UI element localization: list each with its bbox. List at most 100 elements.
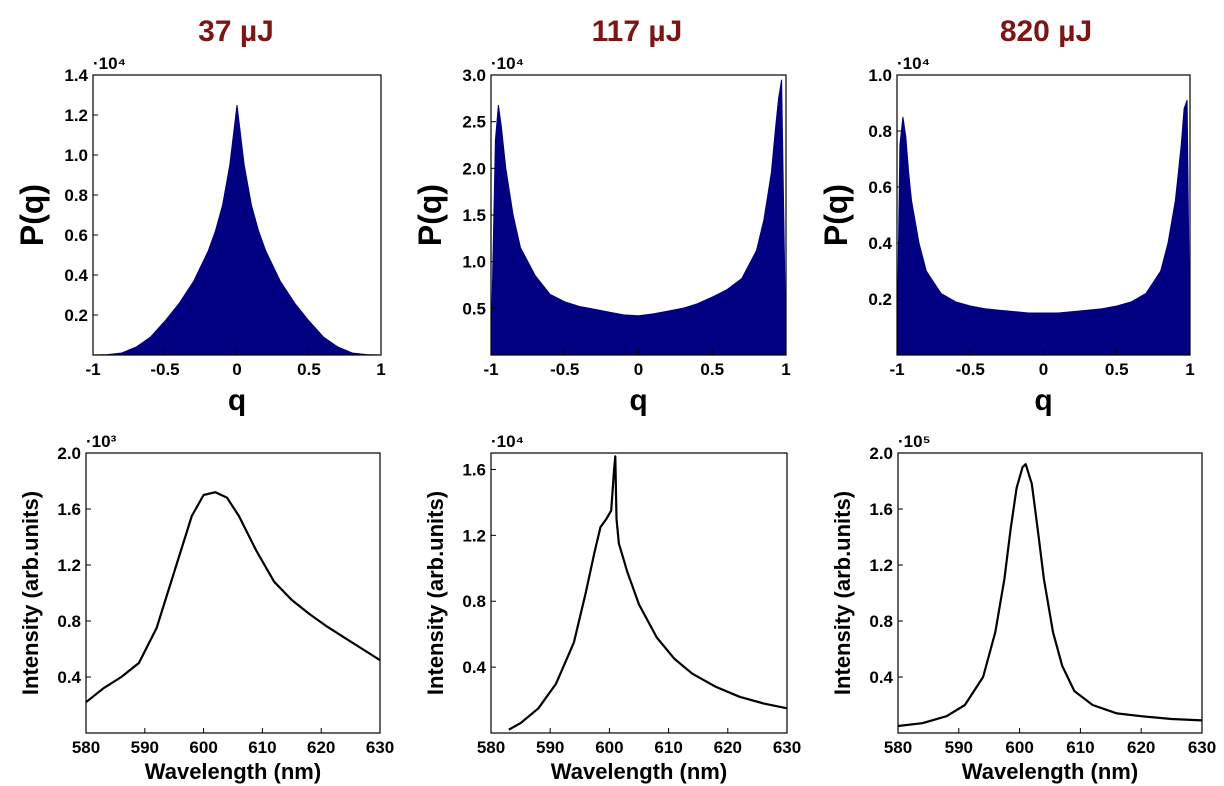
x-tick-label: 620 xyxy=(1127,738,1155,757)
y-tick-label: 1.0 xyxy=(64,146,88,165)
spectrum-line xyxy=(897,463,1203,728)
y-tick-label: 0.6 xyxy=(64,226,88,245)
x-tick-label: 610 xyxy=(248,738,276,757)
chart-panel: 580 590 600 610 620 630 0.4 0.8 1.2 1.6 ·10⁴ Wavele… xyxy=(423,432,801,784)
y-tick-label: 1.2 xyxy=(462,526,486,545)
column-title: 117 µJ xyxy=(592,15,683,48)
spectrum-line xyxy=(85,491,381,704)
x-tick-label: 580 xyxy=(477,738,505,757)
x-tick-label: 620 xyxy=(714,738,742,757)
y-tick-label: 1.6 xyxy=(869,500,893,519)
axis-multiplier: ·10³ xyxy=(86,432,117,451)
y-tick-label: 0.8 xyxy=(869,612,893,631)
x-tick-label: 590 xyxy=(131,738,159,757)
x-tick-label: 0.5 xyxy=(700,360,724,379)
y-tick-label: 1.5 xyxy=(462,206,486,225)
axis-multiplier: ·10⁴ xyxy=(93,54,126,73)
x-tick-label: 0 xyxy=(634,360,643,379)
y-tick-label: 1.2 xyxy=(64,106,88,125)
y-tick-label: 0.4 xyxy=(869,668,893,687)
x-axis-label: Wavelength (nm) xyxy=(962,759,1138,784)
axes-frame xyxy=(897,452,1203,734)
chart-panel: -1 -0.5 0 0.5 1 0.2 0.4 0.6 0.8 1.0 1.2 1.4 ·10⁴ q P(q… xyxy=(14,54,386,417)
x-tick-label: 0 xyxy=(232,360,241,379)
x-tick-label: 600 xyxy=(595,738,623,757)
column-title: 820 µJ xyxy=(1000,15,1092,48)
y-tick-label: 1.6 xyxy=(57,500,81,519)
chart-panel: -1 -0.5 0 0.5 1 0.5 1.0 1.5 2.0 2.5 3.0 ·10⁴ q P(q) xyxy=(412,54,791,417)
x-tick-label: 0.5 xyxy=(297,360,321,379)
x-axis-label: q xyxy=(1034,384,1052,417)
x-tick-label: 580 xyxy=(72,738,100,757)
y-tick-label: 0.6 xyxy=(868,178,892,197)
x-tick-label: 1 xyxy=(376,360,385,379)
y-tick-label: 1.0 xyxy=(462,253,486,272)
chart-panel: -1 -0.5 0 0.5 1 0.2 0.4 0.6 0.8 1.0 ·10⁴ q P(q) xyxy=(818,54,1195,417)
y-axis-label: Intensity (arb.units) xyxy=(830,491,855,695)
x-tick-label: -0.5 xyxy=(956,360,985,379)
x-tick-label: 600 xyxy=(189,738,217,757)
x-axis-label: q xyxy=(629,384,647,417)
x-tick-label: 610 xyxy=(1066,738,1094,757)
axis-multiplier: ·10⁵ xyxy=(898,432,931,451)
x-tick-label: 590 xyxy=(536,738,564,757)
y-tick-label: 0.8 xyxy=(462,592,486,611)
y-tick-label: 0.5 xyxy=(462,299,486,318)
x-tick-label: 620 xyxy=(307,738,335,757)
axis-multiplier: ·10⁴ xyxy=(491,54,524,73)
x-tick-label: 610 xyxy=(654,738,682,757)
y-tick-label: 2.0 xyxy=(869,444,893,463)
x-tick-label: 600 xyxy=(1005,738,1033,757)
y-axis-label: Intensity (arb.units) xyxy=(18,491,43,695)
x-tick-label: -1 xyxy=(889,360,904,379)
y-tick-label: 0.4 xyxy=(868,234,892,253)
x-tick-label: -0.5 xyxy=(550,360,579,379)
x-axis-label: Wavelength (nm) xyxy=(551,759,727,784)
y-tick-label: 0.8 xyxy=(57,612,81,631)
y-tick-label: 1.0 xyxy=(868,66,892,85)
column-title: 37 µJ xyxy=(198,15,274,48)
y-axis-label: P(q) xyxy=(14,184,50,246)
x-tick-label: 0.5 xyxy=(1105,360,1129,379)
y-tick-label: 0.8 xyxy=(868,122,892,141)
chart-panel: 580 590 600 610 620 630 0.4 0.8 1.2 1.6 2.0 ·10³ Wav… xyxy=(18,432,394,784)
x-tick-label: -0.5 xyxy=(150,360,179,379)
x-tick-label: -1 xyxy=(483,360,498,379)
y-tick-label: 0.4 xyxy=(57,668,81,687)
histogram-area xyxy=(92,104,382,356)
y-tick-label: 0.4 xyxy=(64,266,88,285)
y-tick-label: 3.0 xyxy=(462,66,486,85)
chart-panel: 580 590 600 610 620 630 0.4 0.8 1.2 1.6 2.0 ·10⁵ Wav… xyxy=(830,432,1216,784)
x-tick-label: 630 xyxy=(773,738,801,757)
x-tick-label: 630 xyxy=(366,738,394,757)
y-tick-label: 0.8 xyxy=(64,186,88,205)
x-tick-label: 590 xyxy=(945,738,973,757)
y-tick-label: 0.2 xyxy=(868,290,892,309)
y-tick-label: 1.2 xyxy=(869,556,893,575)
x-tick-label: 1 xyxy=(1185,360,1194,379)
x-axis-label: q xyxy=(228,384,246,417)
axes-frame xyxy=(85,452,381,734)
y-tick-label: 0.2 xyxy=(64,306,88,325)
y-tick-label: 1.2 xyxy=(57,556,81,575)
x-tick-label: 1 xyxy=(781,360,790,379)
y-tick-label: 2.0 xyxy=(57,444,81,463)
y-axis-label: P(q) xyxy=(412,184,448,246)
axis-multiplier: ·10⁴ xyxy=(491,432,524,451)
axis-multiplier: ·10⁴ xyxy=(897,54,930,73)
x-axis-label: Wavelength (nm) xyxy=(145,759,321,784)
y-tick-label: 1.6 xyxy=(462,460,486,479)
y-tick-label: 0.4 xyxy=(462,658,486,677)
x-tick-label: 630 xyxy=(1188,738,1216,757)
spectrum-line xyxy=(508,455,788,731)
x-tick-label: 0 xyxy=(1039,360,1048,379)
y-tick-label: 1.4 xyxy=(64,66,88,85)
histogram-area xyxy=(896,100,1191,356)
x-tick-label: 580 xyxy=(884,738,912,757)
y-axis-label: P(q) xyxy=(818,184,854,246)
y-tick-label: 2.0 xyxy=(462,159,486,178)
y-tick-label: 2.5 xyxy=(462,113,486,132)
axes-frame xyxy=(490,452,788,734)
x-tick-label: -1 xyxy=(85,360,100,379)
